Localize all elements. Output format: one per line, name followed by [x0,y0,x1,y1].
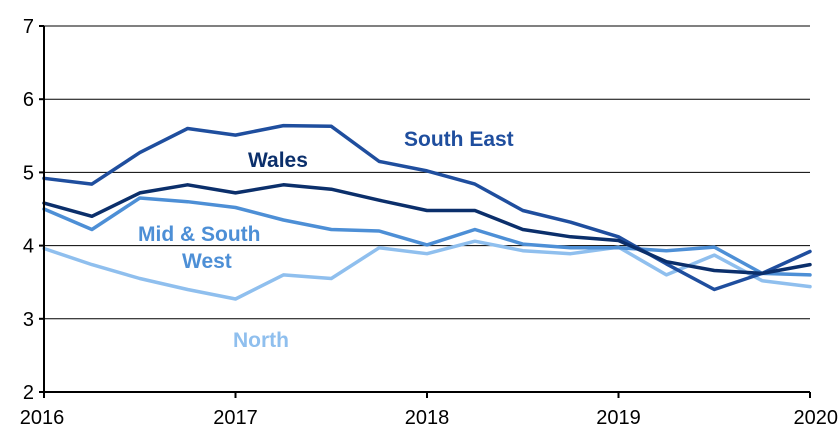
y-tick-label: 4 [23,236,34,258]
x-tick-label: 2017 [213,407,258,429]
y-tick-label: 5 [23,162,34,184]
series-lines [42,123,812,301]
series-line-mid-south-west [42,196,812,277]
x-tick-label: 2019 [596,407,641,429]
label-mid-south: Mid & South [138,223,260,246]
label-wales: Wales [248,149,308,172]
y-tick-label: 2 [23,382,34,404]
x-tick-label: 2020 [794,407,839,429]
y-axis-ticks: 2 3 4 5 6 7 [23,16,44,404]
y-tick-label: 6 [23,89,34,111]
axes [43,26,810,393]
series-line-wales [42,183,812,276]
label-north: North [233,329,289,352]
x-tick-label: 2018 [405,407,450,429]
x-tick-label: 2016 [20,407,65,429]
series-line-north [42,239,812,301]
x-axis-ticks: 2016 2017 2018 2019 2020 [20,392,838,429]
series-line-south-east [42,123,812,292]
y-tick-label: 3 [23,309,34,331]
series-labels: South East Wales Mid & South West North [138,128,514,352]
label-west: West [182,250,232,273]
y-tick-label: 7 [23,16,34,38]
label-south-east: South East [404,128,514,151]
